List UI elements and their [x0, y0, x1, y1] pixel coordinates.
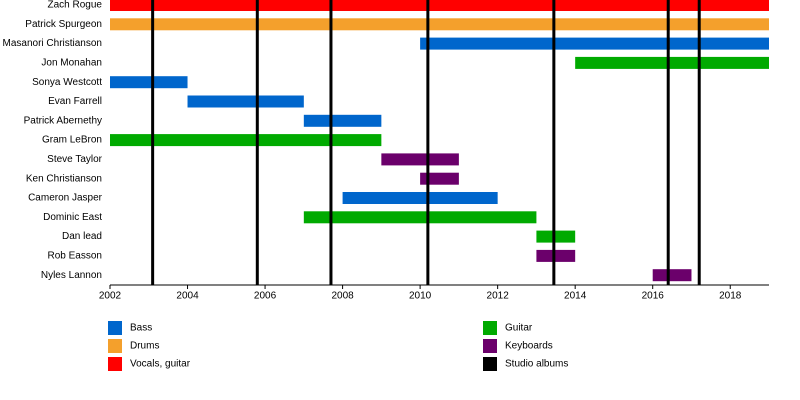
x-tick-label: 2016 [642, 291, 665, 302]
member-label: Cameron Jasper [28, 193, 103, 204]
bar [303, 211, 537, 224]
member-label: Gram LeBron [42, 135, 102, 146]
legend-label: Studio albums [505, 359, 568, 370]
member-label: Steve Taylor [47, 154, 103, 165]
member-label: Zach Rogue [48, 0, 103, 11]
bar [110, 134, 382, 147]
x-tick-label: 2002 [99, 291, 122, 302]
legend-label: Vocals, guitar [130, 359, 191, 370]
bar [420, 37, 769, 50]
x-tick-label: 2014 [564, 291, 587, 302]
x-tick-label: 2004 [176, 291, 199, 302]
member-label: Jon Monahan [41, 58, 102, 69]
legend-label: Keyboards [505, 341, 553, 352]
member-label: Ken Christianson [26, 173, 102, 184]
legend-swatch [483, 321, 497, 335]
member-label: Evan Farrell [48, 96, 102, 107]
bar [187, 95, 304, 108]
member-label: Masanori Christianson [3, 38, 103, 49]
bar [536, 230, 576, 243]
legend-label: Guitar [505, 323, 533, 334]
legend-label: Drums [130, 341, 159, 352]
x-tick-label: 2008 [331, 291, 354, 302]
bar [110, 0, 769, 11]
x-tick-label: 2018 [719, 291, 742, 302]
bar [110, 18, 769, 31]
bar [536, 249, 576, 262]
legend-swatch [483, 339, 497, 353]
legend-swatch [108, 357, 122, 371]
member-label: Patrick Abernethy [24, 115, 102, 126]
member-label: Dominic East [43, 212, 102, 223]
bar [575, 56, 769, 69]
bar [652, 269, 692, 282]
member-label: Rob Easson [48, 251, 102, 262]
x-tick-label: 2012 [487, 291, 510, 302]
bar [381, 153, 459, 166]
member-label: Dan lead [62, 231, 102, 242]
bar [420, 172, 459, 185]
legend-label: Bass [130, 323, 152, 334]
legend-swatch [108, 321, 122, 335]
member-label: Sonya Westcott [32, 77, 102, 88]
bar [110, 76, 188, 89]
x-tick-label: 2006 [254, 291, 277, 302]
bar [303, 114, 382, 127]
bar [342, 192, 498, 204]
legend-swatch [108, 339, 122, 353]
x-tick-label: 2010 [409, 291, 432, 302]
member-label: Patrick Spurgeon [25, 19, 102, 30]
member-label: Nyles Lannon [41, 270, 102, 281]
legend-swatch [483, 357, 497, 371]
